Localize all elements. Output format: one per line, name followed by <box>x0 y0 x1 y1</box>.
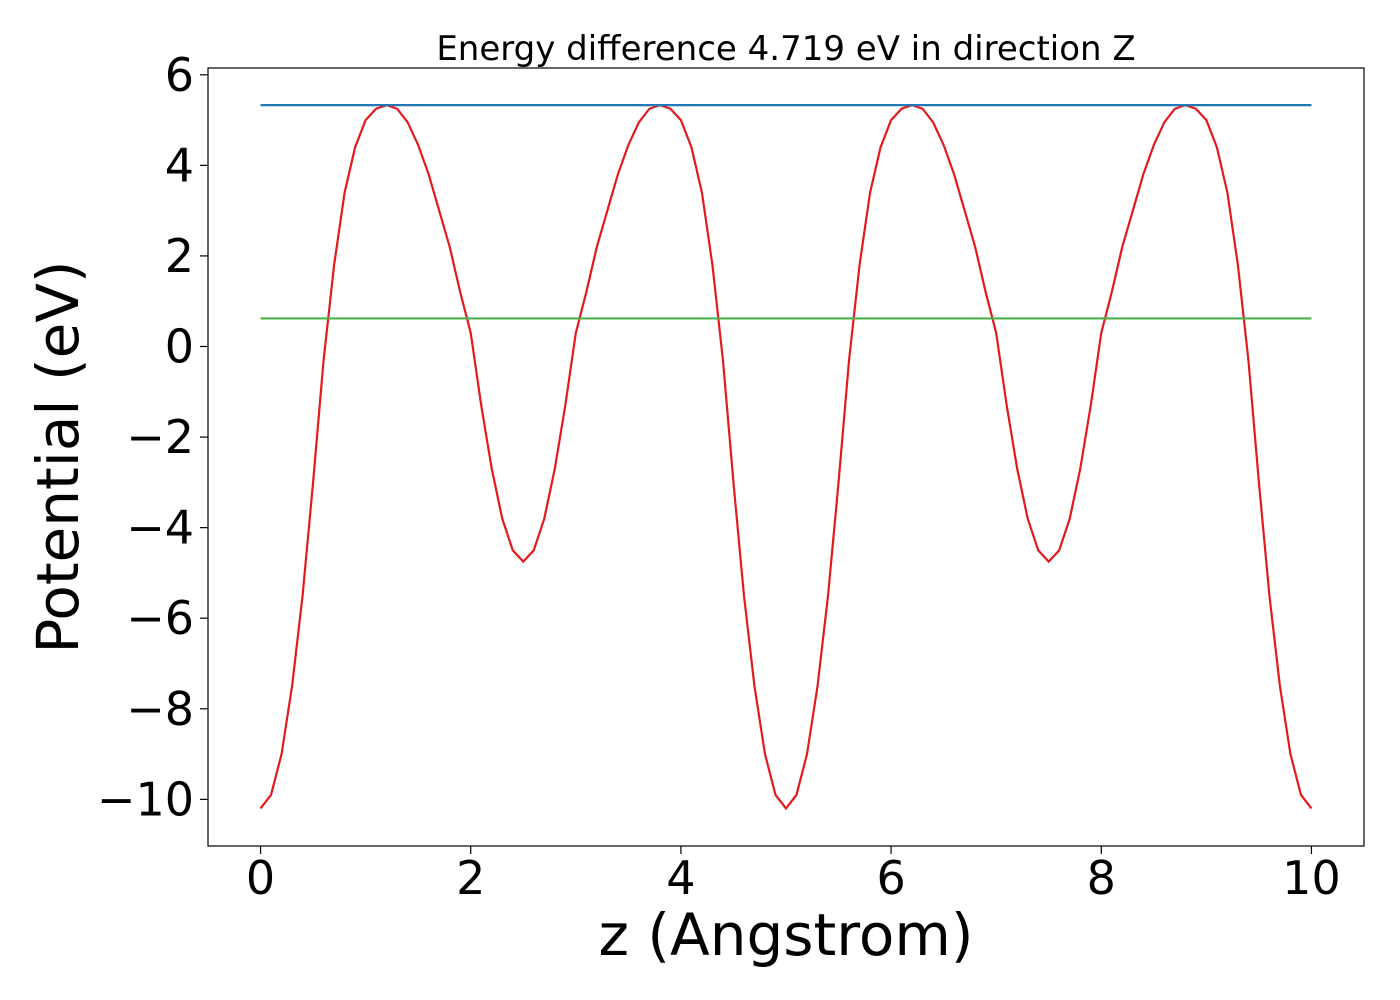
y-tick-label: 4 <box>165 138 194 192</box>
y-tick-label: −4 <box>126 501 194 555</box>
y-tick-label: −10 <box>97 772 194 826</box>
plot-frame <box>207 67 1365 847</box>
y-axis-label: Potential (eV) <box>24 260 92 653</box>
x-tick-label: 4 <box>666 851 695 905</box>
x-tick-label: 6 <box>876 851 905 905</box>
x-tick-label: 10 <box>1282 851 1341 905</box>
x-tick-label: 8 <box>1087 851 1116 905</box>
x-tick-label: 2 <box>456 851 485 905</box>
y-tick-label: −6 <box>126 591 194 645</box>
y-tick-label: 2 <box>165 229 194 283</box>
y-tick-label: −8 <box>126 682 194 736</box>
y-tick-label: 0 <box>165 320 194 374</box>
x-axis-label: z (Angstrom) <box>599 901 974 969</box>
y-tick-label: 6 <box>165 48 194 102</box>
chart-title: Energy difference 4.719 eV in direction … <box>436 29 1135 69</box>
y-tick-label: −2 <box>126 410 194 464</box>
series-line <box>259 103 1313 811</box>
x-tick-label: 0 <box>246 851 275 905</box>
